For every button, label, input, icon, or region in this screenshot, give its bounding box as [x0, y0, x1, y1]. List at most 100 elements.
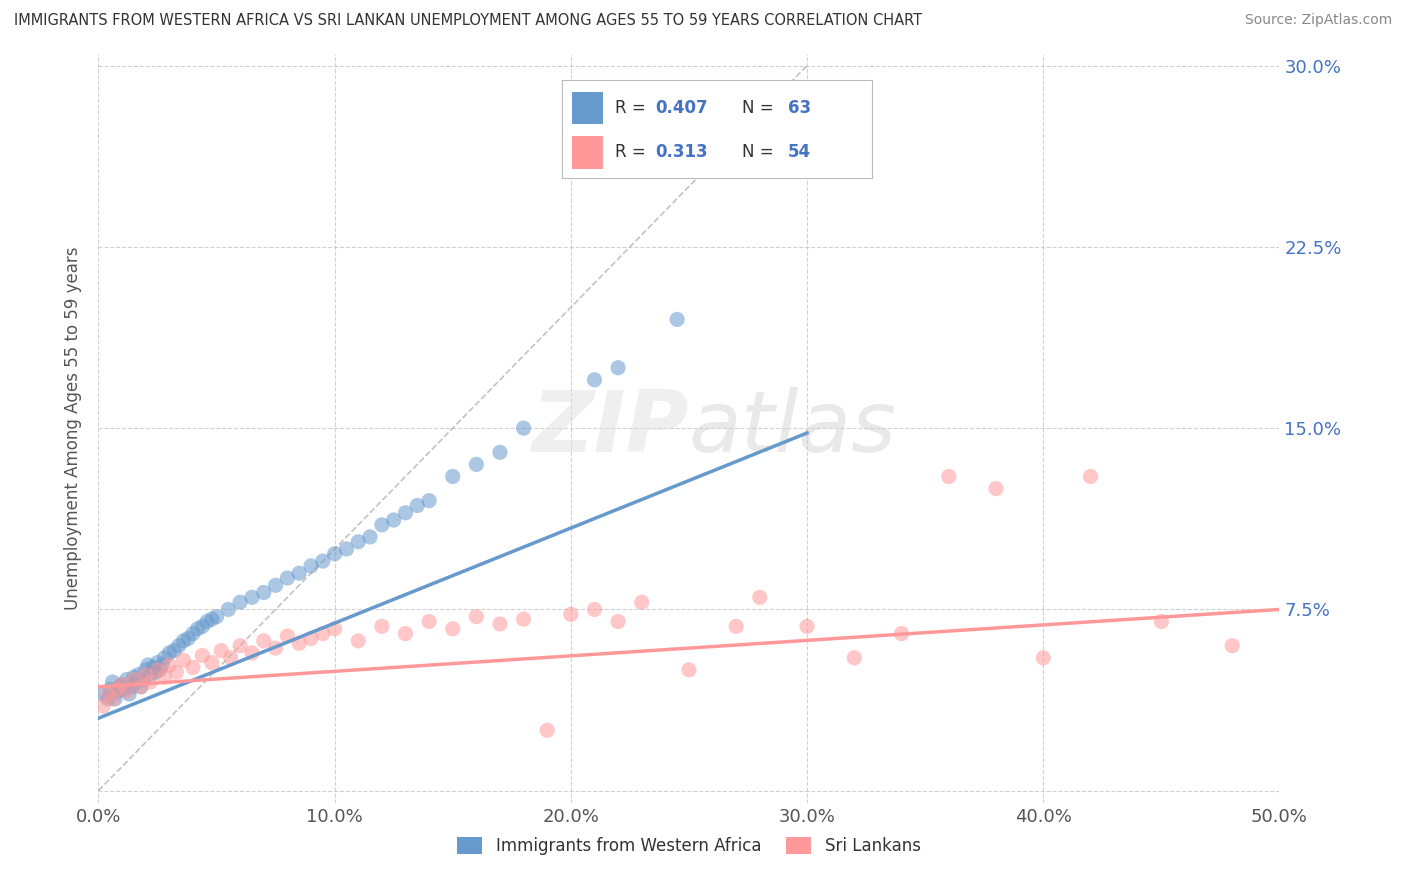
Point — [115, 673, 138, 687]
Text: Source: ZipAtlas.com: Source: ZipAtlas.com — [1244, 13, 1392, 28]
Point — [105, 684, 128, 698]
Text: 0.407: 0.407 — [655, 99, 707, 117]
Point — [91, 687, 114, 701]
Point — [121, 680, 143, 694]
Point — [150, 658, 173, 673]
Point — [240, 591, 263, 605]
Point — [187, 622, 209, 636]
Point — [111, 677, 134, 691]
Point — [125, 675, 148, 690]
Point — [115, 684, 138, 698]
Legend: Immigrants from Western Africa, Sri Lankans: Immigrants from Western Africa, Sri Lank… — [451, 830, 927, 862]
Point — [630, 595, 652, 609]
Point — [153, 650, 176, 665]
Point — [465, 609, 488, 624]
Point — [418, 493, 440, 508]
Point — [418, 615, 440, 629]
Point — [299, 558, 322, 573]
Point — [489, 616, 512, 631]
Point — [772, 119, 794, 133]
Point — [91, 699, 114, 714]
Text: IMMIGRANTS FROM WESTERN AFRICA VS SRI LANKAN UNEMPLOYMENT AMONG AGES 55 TO 59 YE: IMMIGRANTS FROM WESTERN AFRICA VS SRI LA… — [14, 13, 922, 29]
Point — [101, 691, 124, 706]
Point — [536, 723, 558, 738]
Point — [796, 619, 818, 633]
Point — [128, 667, 150, 681]
Point — [489, 445, 512, 459]
Text: 63: 63 — [789, 99, 811, 117]
Point — [163, 643, 186, 657]
Point — [165, 665, 187, 680]
Point — [135, 667, 157, 681]
Point — [177, 632, 200, 646]
Point — [984, 482, 1007, 496]
Point — [142, 660, 165, 674]
Point — [748, 591, 770, 605]
Point — [191, 619, 214, 633]
Point — [118, 687, 141, 701]
Point — [219, 650, 242, 665]
Point — [560, 607, 582, 622]
Point — [172, 633, 194, 648]
Point — [98, 682, 121, 697]
Text: N =: N = — [742, 143, 779, 161]
Point — [172, 653, 194, 667]
Point — [512, 612, 534, 626]
Point — [143, 665, 166, 680]
Point — [112, 682, 135, 697]
Text: atlas: atlas — [689, 386, 897, 470]
Point — [406, 499, 429, 513]
Point — [512, 421, 534, 435]
Point — [157, 646, 180, 660]
Point — [288, 636, 311, 650]
FancyBboxPatch shape — [572, 136, 603, 169]
Point — [1150, 615, 1173, 629]
Point — [111, 677, 134, 691]
Point — [678, 663, 700, 677]
Point — [1032, 650, 1054, 665]
Point — [181, 626, 204, 640]
Point — [136, 658, 159, 673]
Point — [97, 687, 120, 701]
Point — [157, 658, 180, 673]
Point — [105, 682, 128, 697]
Point — [146, 656, 169, 670]
Point — [153, 670, 176, 684]
Point — [276, 629, 298, 643]
Point — [890, 626, 912, 640]
Point — [323, 622, 346, 636]
Point — [205, 609, 228, 624]
Point — [129, 680, 152, 694]
Point — [195, 615, 218, 629]
Point — [229, 595, 252, 609]
Point — [441, 622, 464, 636]
Point — [844, 650, 866, 665]
Point — [323, 547, 346, 561]
Point — [97, 691, 120, 706]
Point — [335, 541, 357, 556]
Point — [371, 619, 394, 633]
Point — [382, 513, 405, 527]
Point — [108, 680, 131, 694]
Point — [441, 469, 464, 483]
Text: N =: N = — [742, 99, 779, 117]
Text: R =: R = — [614, 99, 651, 117]
Point — [666, 312, 689, 326]
Point — [359, 530, 381, 544]
Point — [347, 633, 370, 648]
Point — [149, 663, 172, 677]
Point — [938, 469, 960, 483]
Text: ZIP: ZIP — [531, 386, 689, 470]
Y-axis label: Unemployment Among Ages 55 to 59 years: Unemployment Among Ages 55 to 59 years — [65, 246, 83, 610]
FancyBboxPatch shape — [572, 92, 603, 124]
Text: R =: R = — [614, 143, 651, 161]
Point — [607, 360, 630, 375]
Point — [312, 626, 335, 640]
Point — [217, 602, 239, 616]
Point — [209, 643, 232, 657]
Point — [132, 673, 155, 687]
Point — [347, 534, 370, 549]
Point — [288, 566, 311, 581]
Point — [167, 639, 190, 653]
Point — [101, 675, 124, 690]
